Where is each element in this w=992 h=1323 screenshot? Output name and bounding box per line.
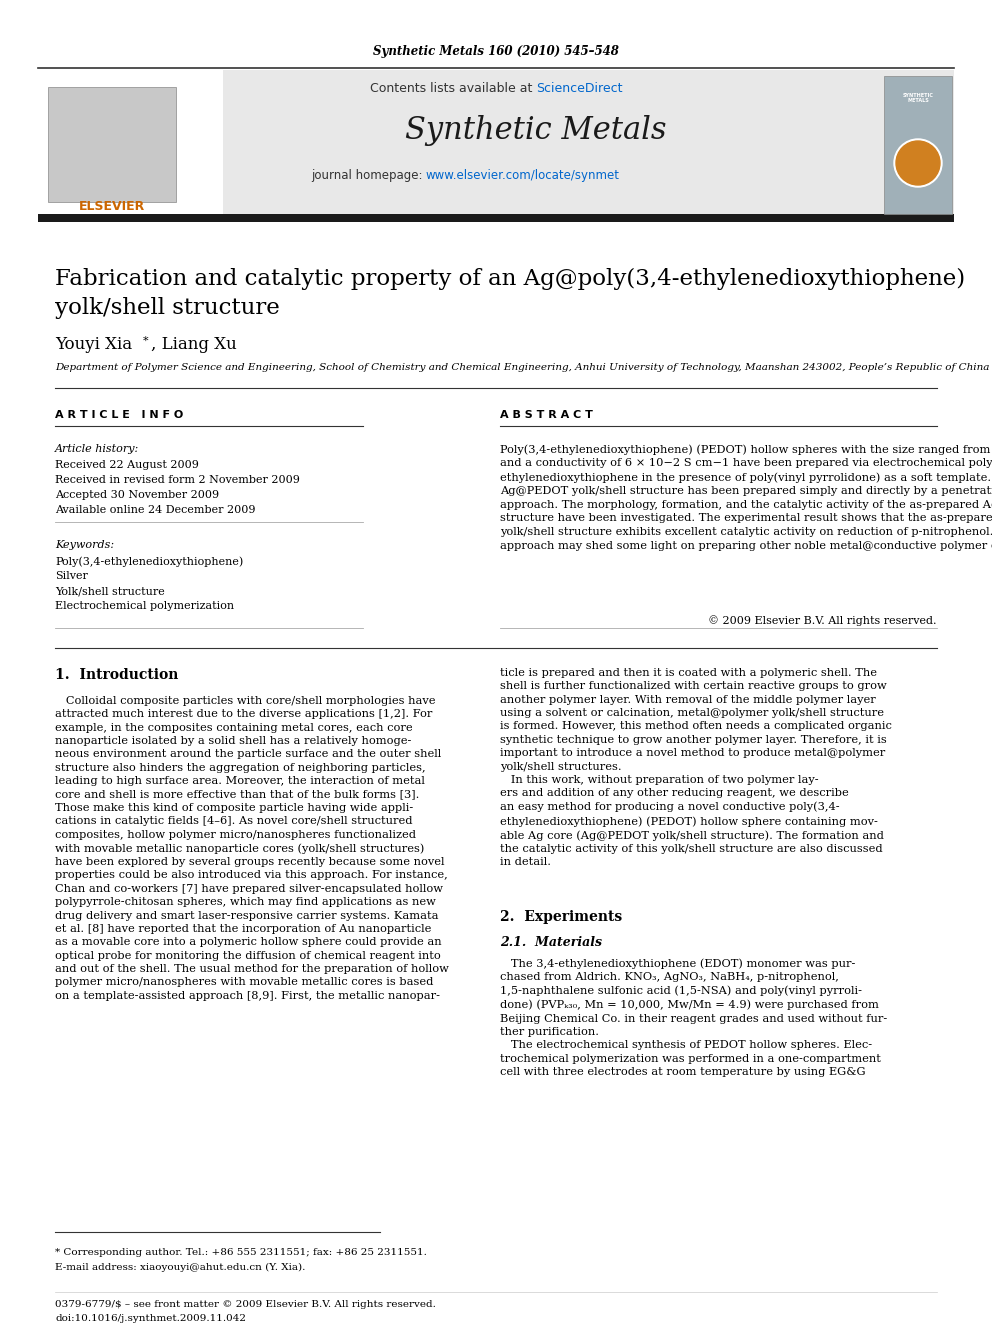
Text: ticle is prepared and then it is coated with a polymeric shell. The
shell is fur: ticle is prepared and then it is coated …	[500, 668, 892, 868]
Text: Youyi Xia: Youyi Xia	[55, 336, 132, 353]
Text: Received 22 August 2009: Received 22 August 2009	[55, 460, 198, 470]
Bar	[38, 70, 954, 216]
Text: SYNTHETIC
METALS: SYNTHETIC METALS	[903, 93, 933, 103]
Bar	[38, 70, 223, 216]
Text: A B S T R A C T: A B S T R A C T	[500, 410, 593, 419]
Text: *: *	[143, 336, 149, 347]
Text: 2.1.  Materials: 2.1. Materials	[500, 935, 602, 949]
Text: doi:10.1016/j.synthmet.2009.11.042: doi:10.1016/j.synthmet.2009.11.042	[55, 1314, 246, 1323]
Text: Electrochemical polymerization: Electrochemical polymerization	[55, 601, 234, 611]
Text: Synthetic Metals: Synthetic Metals	[406, 115, 667, 146]
Circle shape	[896, 142, 940, 185]
Text: * Corresponding author. Tel.: +86 555 2311551; fax: +86 25 2311551.: * Corresponding author. Tel.: +86 555 23…	[55, 1248, 427, 1257]
Text: Fabrication and catalytic property of an Ag@poly(3,4-ethylenedioxythiophene)
yol: Fabrication and catalytic property of an…	[55, 269, 965, 319]
Text: www.elsevier.com/locate/synmet: www.elsevier.com/locate/synmet	[426, 169, 620, 183]
Circle shape	[894, 139, 942, 187]
Text: Yolk/shell structure: Yolk/shell structure	[55, 586, 165, 595]
Text: Article history:: Article history:	[55, 445, 139, 454]
Bar	[48, 87, 176, 202]
Text: Accepted 30 November 2009: Accepted 30 November 2009	[55, 490, 219, 500]
Text: ELSEVIER: ELSEVIER	[79, 201, 145, 213]
Text: Available online 24 December 2009: Available online 24 December 2009	[55, 505, 256, 515]
Text: 2.  Experiments: 2. Experiments	[500, 910, 622, 923]
Text: © 2009 Elsevier B.V. All rights reserved.: © 2009 Elsevier B.V. All rights reserved…	[708, 615, 937, 626]
Text: Poly(3,4-ethylenedioxythiophene) (PEDOT) hollow spheres with the size ranged fro: Poly(3,4-ethylenedioxythiophene) (PEDOT)…	[500, 445, 992, 550]
Text: ScienceDirect: ScienceDirect	[536, 82, 623, 94]
Text: Synthetic Metals 160 (2010) 545–548: Synthetic Metals 160 (2010) 545–548	[373, 45, 619, 58]
Text: The 3,4-ethylenedioxythiophene (EDOT) monomer was pur-
chased from Aldrich. KNO₃: The 3,4-ethylenedioxythiophene (EDOT) mo…	[500, 958, 887, 1077]
Text: Contents lists available at: Contents lists available at	[370, 82, 536, 94]
Text: 0379-6779/$ – see front matter © 2009 Elsevier B.V. All rights reserved.: 0379-6779/$ – see front matter © 2009 El…	[55, 1301, 435, 1308]
Text: Received in revised form 2 November 2009: Received in revised form 2 November 2009	[55, 475, 300, 486]
Text: Keywords:: Keywords:	[55, 540, 114, 550]
Bar	[38, 214, 954, 222]
Text: Silver: Silver	[55, 572, 88, 581]
Text: Poly(3,4-ethylenedioxythiophene): Poly(3,4-ethylenedioxythiophene)	[55, 556, 243, 566]
Text: journal homepage:: journal homepage:	[310, 169, 426, 183]
Bar	[884, 75, 952, 214]
Text: , Liang Xu: , Liang Xu	[151, 336, 237, 353]
Text: Department of Polymer Science and Engineering, School of Chemistry and Chemical : Department of Polymer Science and Engine…	[55, 363, 989, 372]
Text: E-mail address: xiaoyouyi@ahut.edu.cn (Y. Xia).: E-mail address: xiaoyouyi@ahut.edu.cn (Y…	[55, 1263, 306, 1273]
Text: Colloidal composite particles with core/shell morphologies have
attracted much i: Colloidal composite particles with core/…	[55, 696, 448, 1000]
Text: A R T I C L E   I N F O: A R T I C L E I N F O	[55, 410, 184, 419]
Text: 1.  Introduction: 1. Introduction	[55, 668, 179, 681]
